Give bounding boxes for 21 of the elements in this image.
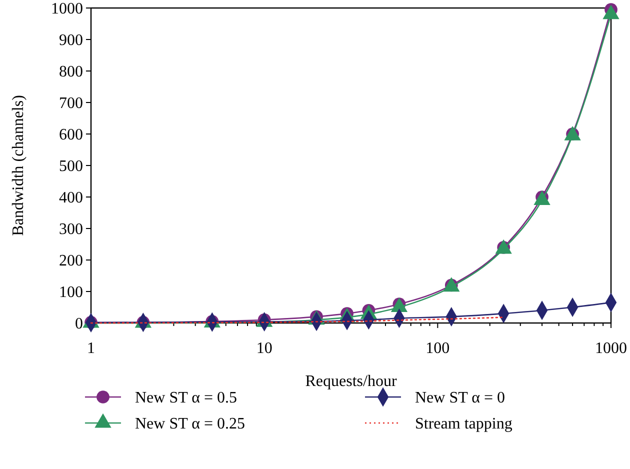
y-tick-label: 500: [59, 158, 83, 176]
legend-label: New ST α = 0.25: [135, 416, 245, 433]
x-axis-title: Requests/hour: [305, 373, 398, 390]
y-tick-label: 700: [59, 95, 83, 112]
y-tick-label: 200: [59, 252, 83, 270]
x-tick-label: 10: [256, 340, 272, 357]
y-tick-label: 1000: [51, 0, 83, 18]
y-tick-label: 400: [59, 190, 83, 207]
y-tick-label: 900: [59, 32, 83, 50]
legend-label: New ST α = 0: [415, 390, 505, 407]
y-tick-label: 0: [75, 316, 83, 333]
x-tick-label: 1: [87, 340, 95, 357]
y-axis-title: Bandwidth (channels): [10, 95, 27, 236]
y-tick-label: 100: [59, 284, 83, 302]
y-tick-label: 600: [59, 126, 83, 144]
y-tick-label: 800: [59, 64, 83, 81]
legend-label: Stream tapping: [415, 416, 512, 433]
x-tick-label: 100: [426, 340, 450, 357]
y-tick-label: 300: [59, 221, 83, 238]
x-tick-label: 1000: [595, 340, 627, 357]
legend-label: New ST α = 0.5: [135, 390, 237, 407]
